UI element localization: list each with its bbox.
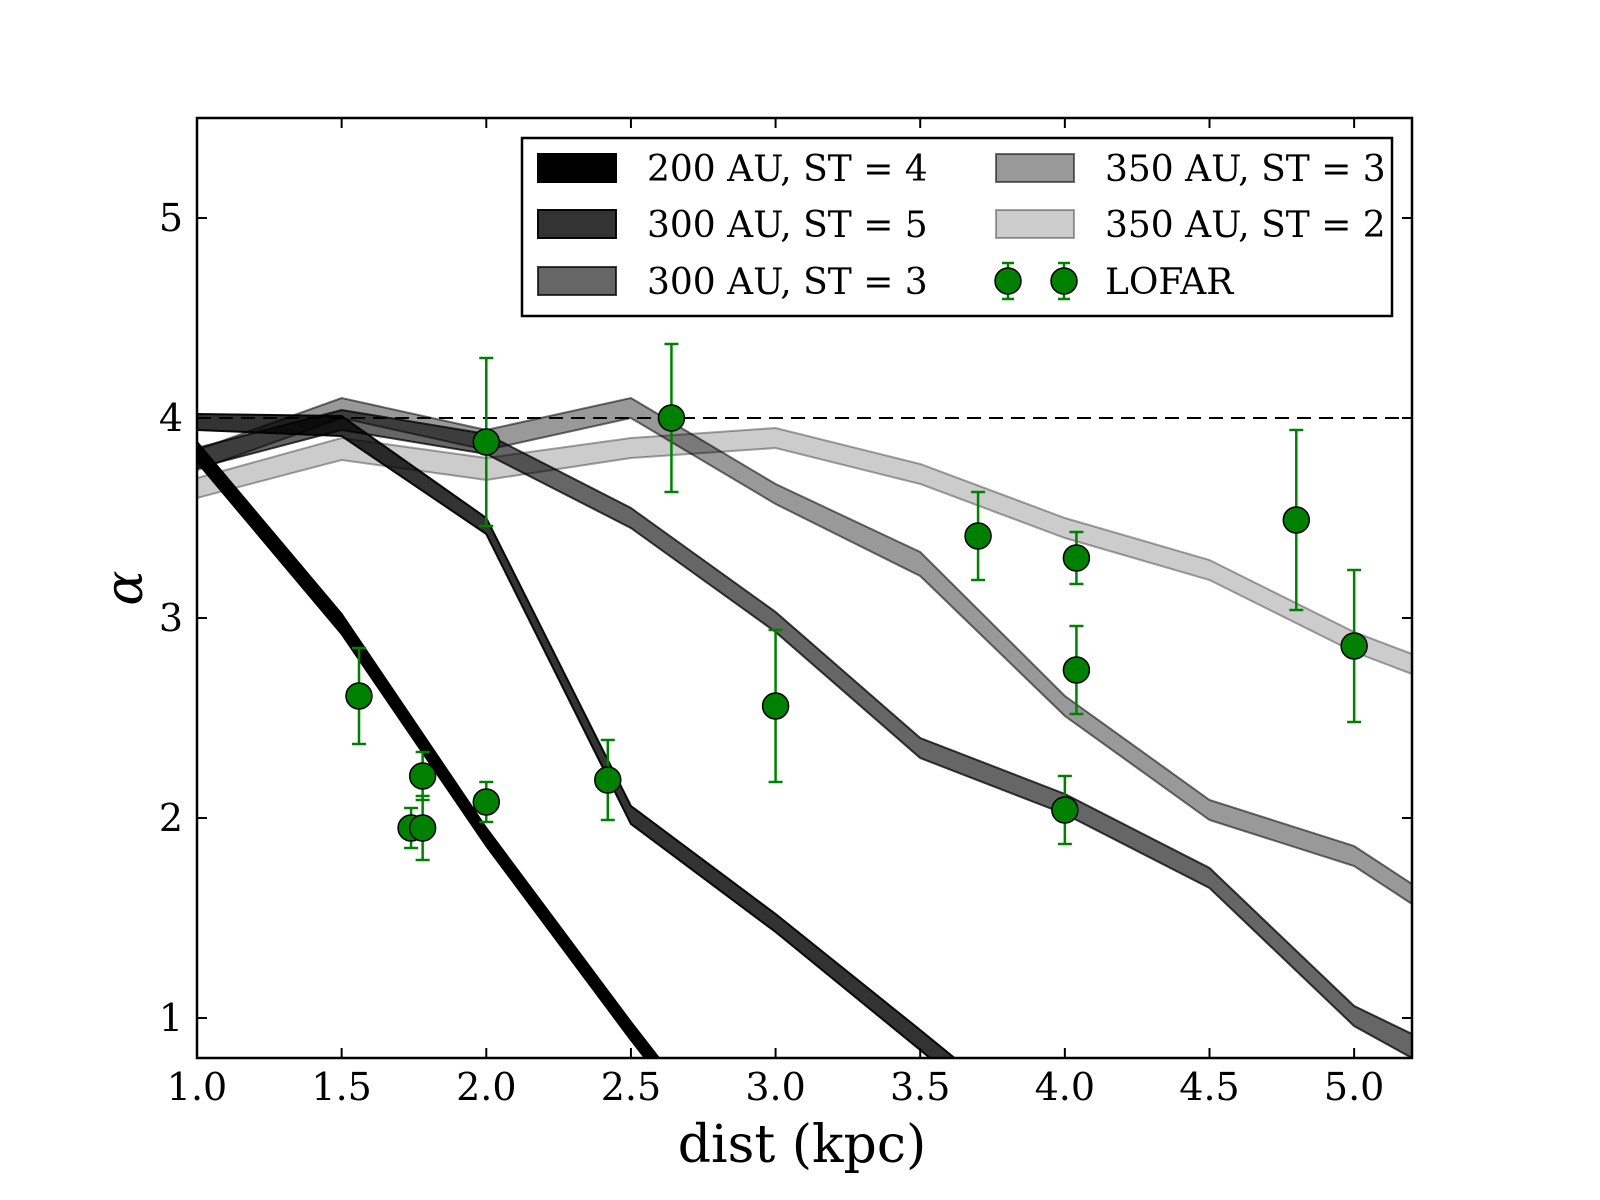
- legend: 200 AU, ST = 4 300 AU, ST = 5 300 AU, ST =…: [520, 136, 1394, 318]
- lofar-point: [1340, 568, 1368, 724]
- lofar-marker: [472, 788, 501, 816]
- x-tick-label: 5.0: [1324, 1065, 1384, 1109]
- legend-label: 300 AU, ST = 3: [647, 262, 928, 303]
- lofar-marker: [964, 522, 992, 550]
- legend-entry: 350 AU, ST = 3: [995, 149, 1386, 190]
- y-axis-label: α: [95, 570, 155, 605]
- lofar-point: [1062, 530, 1091, 586]
- legend-label: 350 AU, ST = 3: [1105, 149, 1386, 190]
- lofar-point: [1282, 428, 1311, 612]
- y-tick-label: 1: [159, 996, 183, 1040]
- y-tick-label: 2: [159, 796, 183, 840]
- series-band-1: [197, 440, 661, 1058]
- legend-label: 200 AU, ST = 4: [647, 149, 928, 190]
- lofar-point: [594, 738, 622, 822]
- x-tick-label: 2.0: [456, 1065, 516, 1109]
- lofar-point: [345, 646, 373, 746]
- axis-ticks: 1.0 1.5 2.0 2.5 3.0 3.5 4.0 4.5 5.0 1 2 3 4 5: [159, 118, 1412, 1109]
- lofar-marker: [657, 404, 686, 432]
- legend-swatch: [537, 209, 617, 239]
- lofar-point: [408, 794, 437, 862]
- lofar-marker: [1282, 506, 1311, 534]
- lofar-point: [761, 628, 790, 784]
- legend-label: 350 AU, ST = 2: [1105, 205, 1386, 246]
- legend-entry: 200 AU, ST = 4: [537, 149, 928, 190]
- legend-label: LOFAR: [1105, 262, 1234, 303]
- lofar-marker: [1340, 632, 1368, 660]
- legend-swatch: [995, 153, 1075, 183]
- legend-marker: [994, 267, 1022, 295]
- y-tick-label: 5: [159, 196, 183, 240]
- legend-marker: [1050, 267, 1078, 295]
- y-tick-label: 4: [159, 396, 183, 440]
- x-tick-label: 3.5: [890, 1065, 950, 1109]
- lofar-point: [472, 780, 501, 824]
- series-band-2: [197, 412, 957, 1058]
- x-tick-label: 1.0: [167, 1065, 227, 1109]
- legend-entry: 300 AU, ST = 5: [537, 205, 928, 246]
- legend-box: [520, 136, 1394, 318]
- x-tick-label: 4.5: [1179, 1065, 1239, 1109]
- lofar-point: [408, 750, 437, 802]
- x-tick-label: 2.5: [601, 1065, 661, 1109]
- lofar-marker: [408, 814, 437, 842]
- lofar-marker: [1051, 796, 1079, 824]
- lofar-marker: [345, 682, 373, 710]
- legend-entry: 300 AU, ST = 3: [537, 262, 928, 303]
- lofar-marker: [408, 762, 437, 790]
- x-axis-label: dist (kpc): [678, 1115, 927, 1175]
- legend-swatch: [995, 209, 1075, 239]
- series-band-3: [197, 408, 1412, 1058]
- lofar-point: [1062, 624, 1091, 716]
- lofar-point: [964, 490, 992, 582]
- model-bands: [197, 396, 1412, 1058]
- y-tick-label: 3: [159, 596, 183, 640]
- lofar-point: [1051, 774, 1079, 846]
- legend-label: 300 AU, ST = 5: [647, 205, 928, 246]
- lofar-point: [657, 342, 686, 494]
- lofar-marker: [1062, 544, 1091, 572]
- lofar-marker: [761, 692, 790, 720]
- lofar-point: [472, 356, 501, 528]
- lofar-points: [345, 342, 1368, 862]
- plot-frame: [195, 116, 1414, 1060]
- x-tick-label: 1.5: [311, 1065, 371, 1109]
- legend-swatch: [537, 266, 617, 296]
- lofar-marker: [472, 428, 501, 456]
- legend-swatch: [537, 153, 617, 183]
- legend-entry: 350 AU, ST = 2: [995, 205, 1386, 246]
- x-tick-label: 4.0: [1035, 1065, 1095, 1109]
- legend-entry: LOFAR: [994, 261, 1234, 303]
- x-tick-label: 3.0: [745, 1065, 805, 1109]
- lofar-marker: [594, 766, 622, 794]
- lofar-marker: [1062, 656, 1091, 684]
